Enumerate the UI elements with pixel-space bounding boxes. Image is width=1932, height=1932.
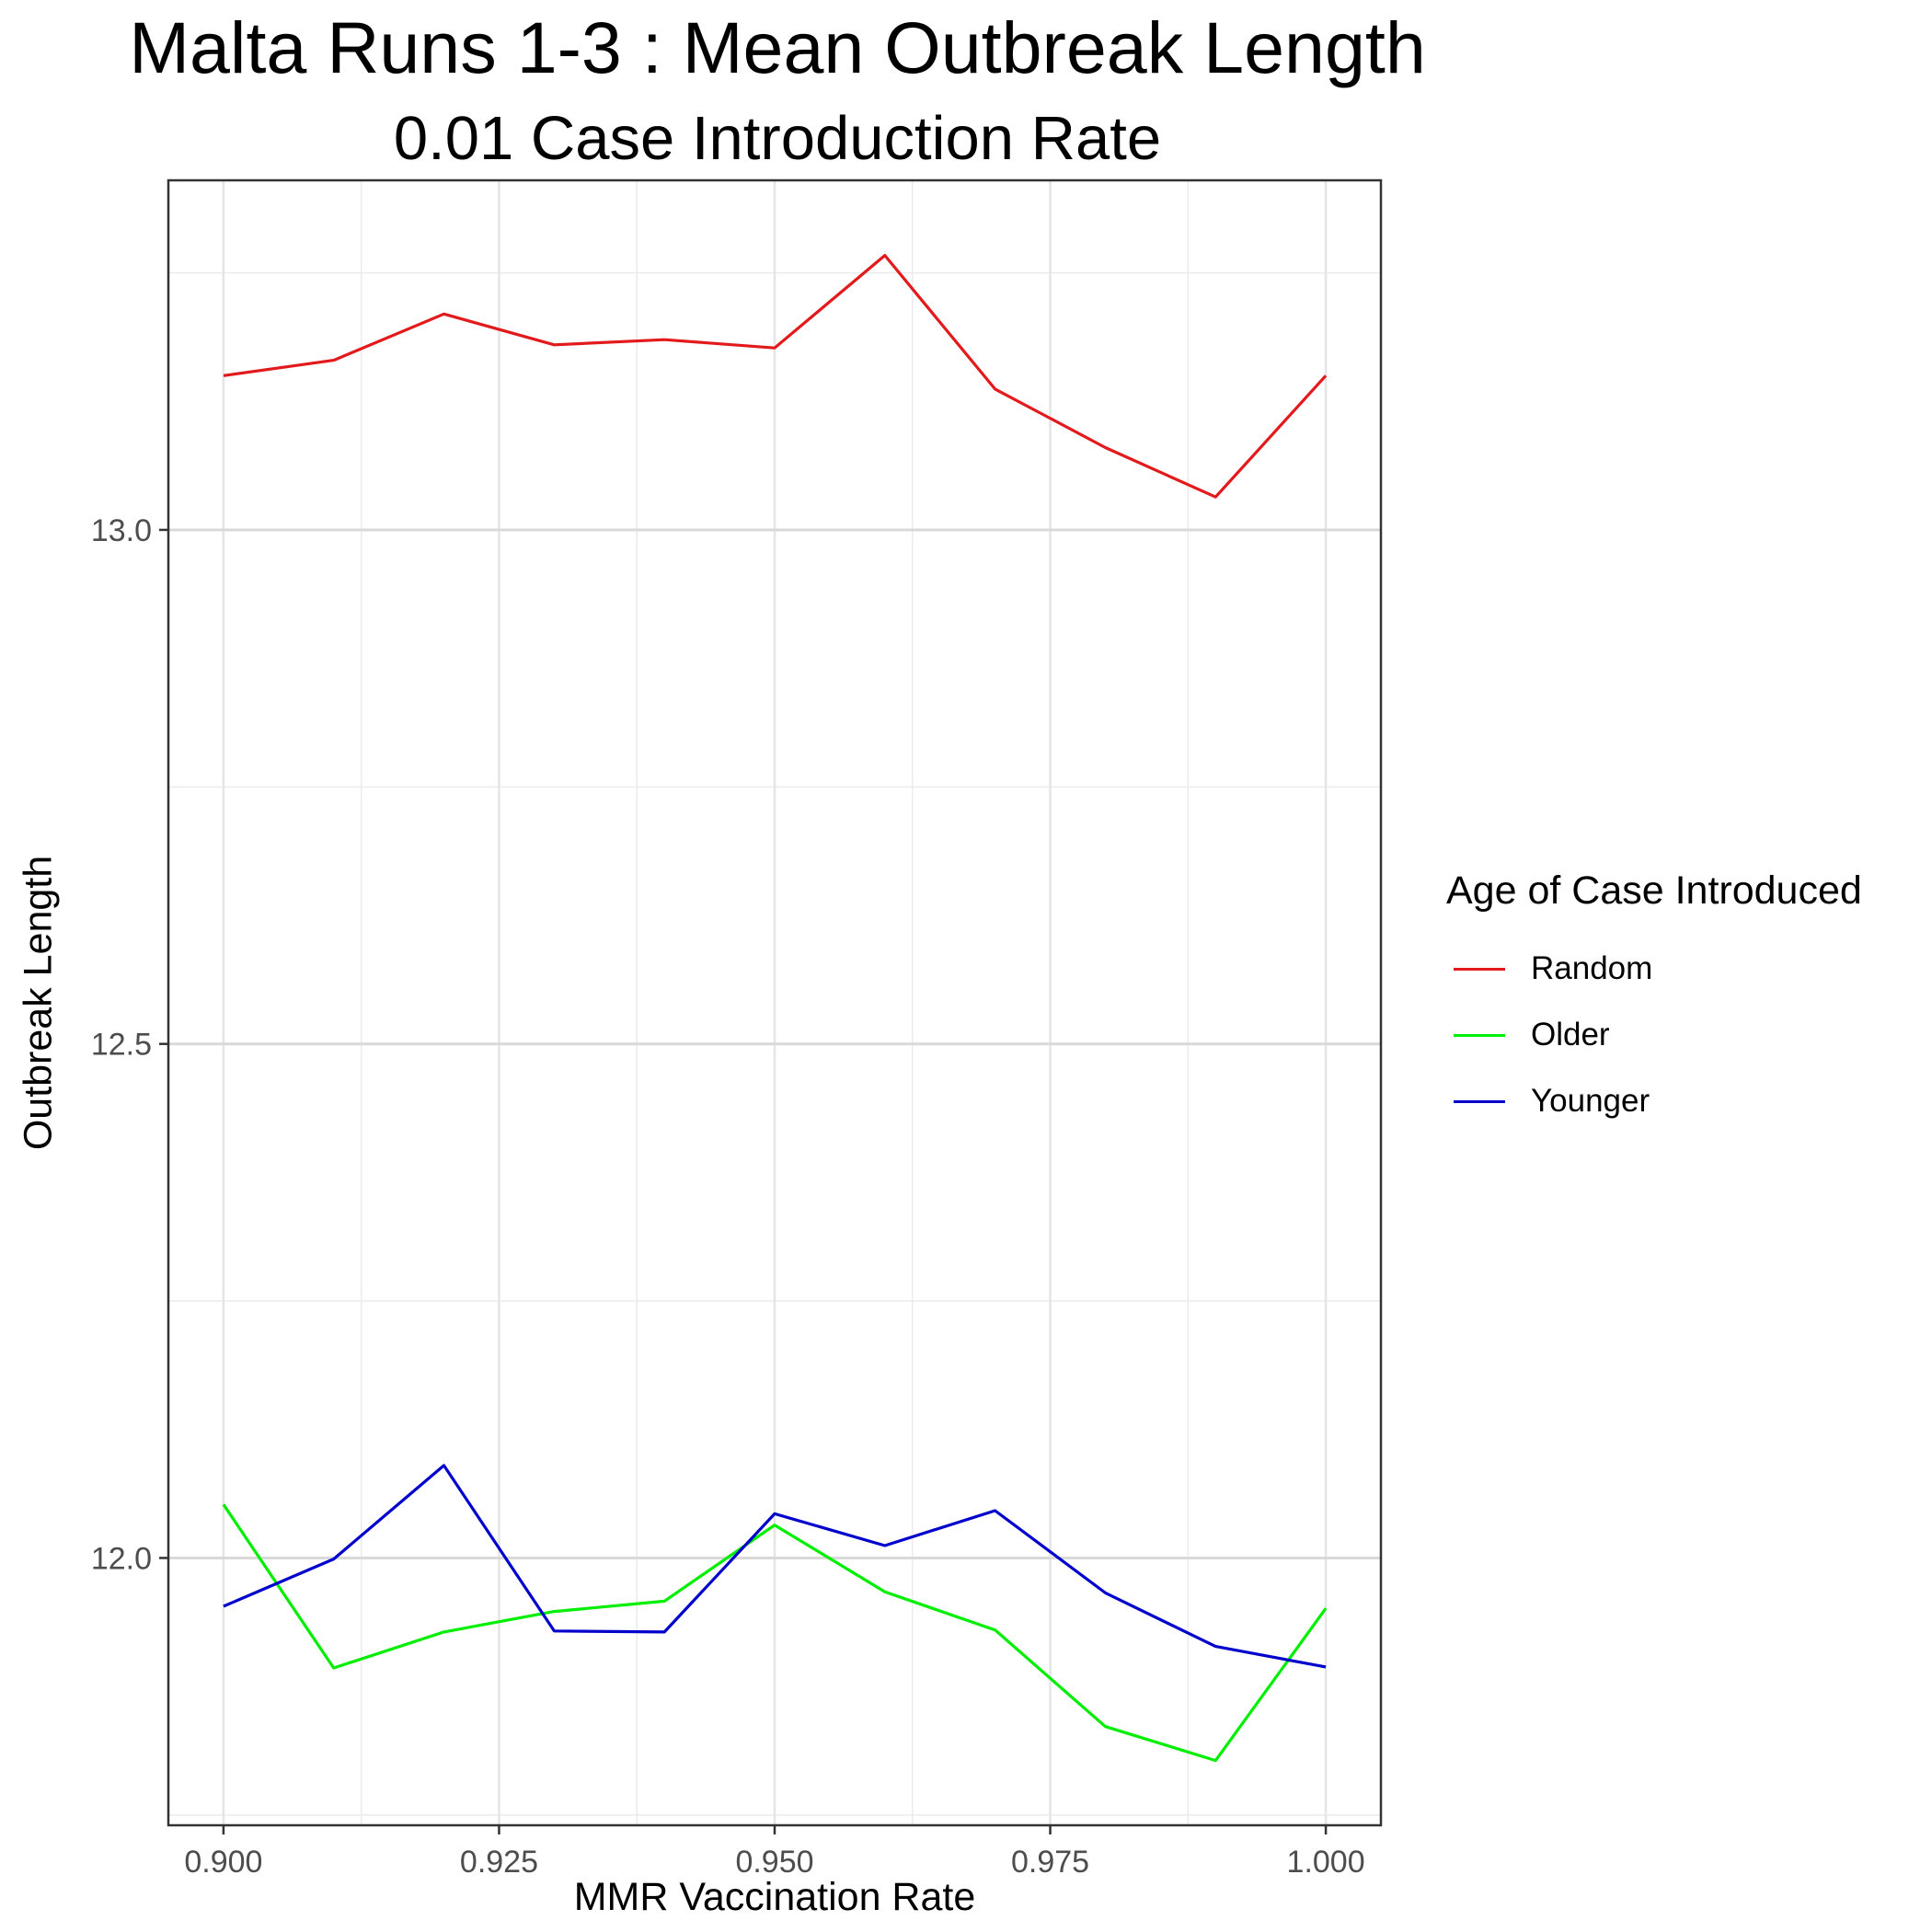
- legend-title: Age of Case Introduced: [1446, 868, 1862, 913]
- chart-subtitle: 0.01 Case Introduction Rate: [393, 104, 1162, 173]
- legend-item-random: Random: [1446, 936, 1862, 1002]
- chart-title: Malta Runs 1-3 : Mean Outbreak Length: [129, 6, 1426, 88]
- legend-item-younger: Younger: [1446, 1068, 1862, 1134]
- x-tick-label: 1.000: [1287, 1845, 1365, 1880]
- legend-label-younger: Younger: [1531, 1083, 1650, 1119]
- series-line-random: [223, 254, 1328, 499]
- legend: Age of Case Introduced Random Older Youn…: [1446, 868, 1862, 1134]
- x-tick-label: 0.925: [460, 1845, 538, 1880]
- y-tick-label: 13.0: [91, 513, 152, 548]
- legend-key-random: [1454, 967, 1505, 971]
- series-line-younger: [223, 1464, 1327, 1669]
- legend-item-older: Older: [1446, 1002, 1862, 1068]
- legend-key-younger: [1454, 1099, 1505, 1103]
- series-line-older: [222, 1503, 1328, 1763]
- legend-label-random: Random: [1531, 950, 1653, 986]
- y-tick-label: 12.5: [91, 1028, 152, 1063]
- x-tick-label: 0.975: [1011, 1845, 1089, 1880]
- legend-key-older: [1454, 1033, 1505, 1037]
- y-axis-label: Outbreak Length: [16, 855, 61, 1151]
- y-tick-label: 12.0: [91, 1541, 152, 1576]
- x-tick-label: 0.900: [184, 1845, 262, 1880]
- x-tick-label: 0.950: [735, 1845, 813, 1880]
- legend-label-older: Older: [1531, 1017, 1610, 1052]
